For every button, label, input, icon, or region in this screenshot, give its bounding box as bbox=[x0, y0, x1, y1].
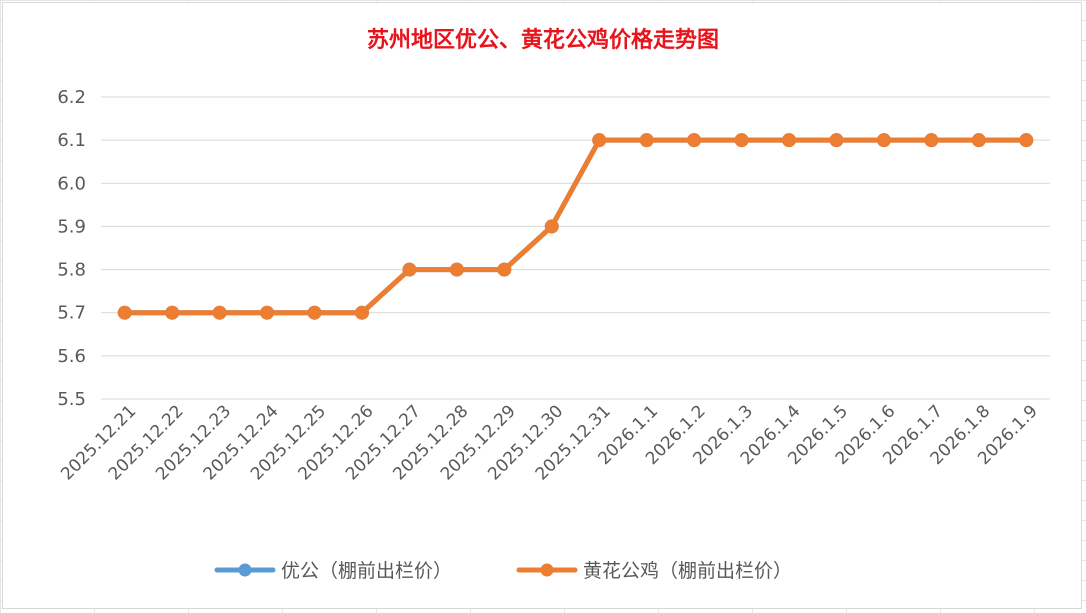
legend-item-2[interactable]: 黄花公鸡（棚前出栏价） bbox=[516, 560, 792, 582]
y-tick-label: 5.6 bbox=[57, 346, 86, 367]
data-point bbox=[544, 219, 559, 234]
chart-title: 苏州地区优公、黄花公鸡价格走势图 bbox=[367, 27, 719, 53]
series-2 bbox=[117, 133, 1034, 320]
legend-item-1[interactable]: 优公（棚前出栏价） bbox=[214, 560, 452, 582]
data-point bbox=[402, 262, 417, 277]
data-point bbox=[449, 262, 464, 277]
y-tick-label: 5.9 bbox=[57, 216, 86, 237]
y-tick-label: 6.1 bbox=[57, 130, 86, 151]
y-tick-label: 5.8 bbox=[57, 260, 86, 281]
legend-label: 黄花公鸡（棚前出栏价） bbox=[583, 560, 792, 582]
data-point bbox=[117, 305, 132, 320]
data-point bbox=[829, 133, 844, 148]
data-point bbox=[212, 305, 227, 320]
y-tick-label: 5.7 bbox=[57, 303, 86, 324]
data-point bbox=[782, 133, 797, 148]
legend-marker bbox=[238, 563, 252, 577]
data-point bbox=[639, 133, 654, 148]
data-point bbox=[307, 305, 322, 320]
data-point bbox=[497, 262, 512, 277]
y-tick-label: 6.2 bbox=[57, 87, 86, 108]
data-point bbox=[924, 133, 939, 148]
y-axis-tick-labels: 5.5 5.6 5.7 5.8 5.9 6.0 6.1 6.2 bbox=[57, 87, 86, 410]
data-point bbox=[971, 133, 986, 148]
data-point bbox=[260, 305, 275, 320]
legend-marker bbox=[540, 563, 554, 577]
series-lines bbox=[117, 133, 1034, 320]
data-point bbox=[354, 305, 369, 320]
data-point bbox=[734, 133, 749, 148]
x-axis-tick-labels: 2025.12.212025.12.222025.12.232025.12.24… bbox=[57, 401, 1042, 484]
data-point bbox=[1019, 133, 1034, 148]
series-line bbox=[122, 137, 1029, 316]
y-tick-label: 6.0 bbox=[57, 173, 86, 194]
y-tick-label: 5.5 bbox=[57, 389, 86, 410]
data-point bbox=[876, 133, 891, 148]
data-point bbox=[592, 133, 607, 148]
legend: 优公（棚前出栏价） 黄花公鸡（棚前出栏价） bbox=[214, 560, 792, 582]
data-point bbox=[687, 133, 702, 148]
legend-label: 优公（棚前出栏价） bbox=[281, 560, 452, 582]
data-point bbox=[165, 305, 180, 320]
